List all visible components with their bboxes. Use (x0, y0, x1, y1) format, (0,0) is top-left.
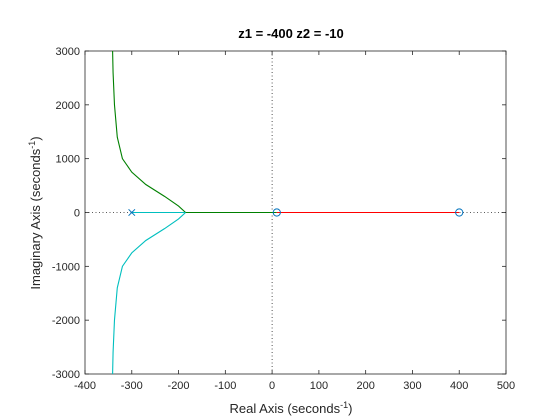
y-tick-label: 1000 (56, 154, 80, 166)
pole-zero-markers (128, 208, 464, 217)
x-axis-label: Real Axis (seconds-1) (230, 400, 353, 416)
x-tick-label: 100 (310, 380, 328, 392)
x-tick-label: 0 (269, 380, 275, 392)
y-tick-label: -2000 (52, 315, 80, 327)
x-tick-label: -200 (168, 380, 190, 392)
locus-branches (112, 50, 460, 375)
y-tick-label: 3000 (56, 46, 80, 58)
x-tick-label: -400 (74, 380, 96, 392)
y-tick-label: -3000 (52, 369, 80, 381)
x-axis-label-close: ) (348, 401, 352, 416)
locus-branch-0 (112, 50, 186, 213)
x-axis-label-main: Real Axis (seconds (230, 401, 341, 416)
x-tick-label: -100 (214, 380, 236, 392)
zero-marker-0 (272, 208, 281, 217)
y-axis-label: Imaginary Axis (seconds-1) (27, 136, 43, 289)
y-axis-ticks: -3000 -2000 -1000 0 1000 2000 3000 (52, 46, 506, 381)
x-axis-ticks: -400 -300 -200 -100 0 100 200 300 400 500 (74, 51, 515, 392)
y-axis-label-main: Imaginary Axis (seconds (28, 148, 43, 289)
y-axis-label-exponent: -1 (27, 141, 37, 149)
y-tick-label: 0 (74, 208, 80, 220)
zero-marker-1 (455, 208, 464, 217)
y-axis-label-close: ) (28, 136, 43, 140)
x-axis-label-exponent: -1 (340, 400, 348, 410)
pole-marker-0 (128, 208, 136, 217)
chart-title: z1 = -400 z2 = -10 (238, 26, 344, 41)
x-tick-label: 300 (403, 380, 421, 392)
x-tick-label: 500 (497, 380, 515, 392)
x-tick-label: -300 (121, 380, 143, 392)
y-tick-label: -1000 (52, 261, 80, 273)
x-tick-label: 400 (450, 380, 468, 392)
x-tick-label: 200 (356, 380, 374, 392)
locus-branch-1 (112, 212, 186, 375)
y-tick-label: 2000 (56, 100, 80, 112)
